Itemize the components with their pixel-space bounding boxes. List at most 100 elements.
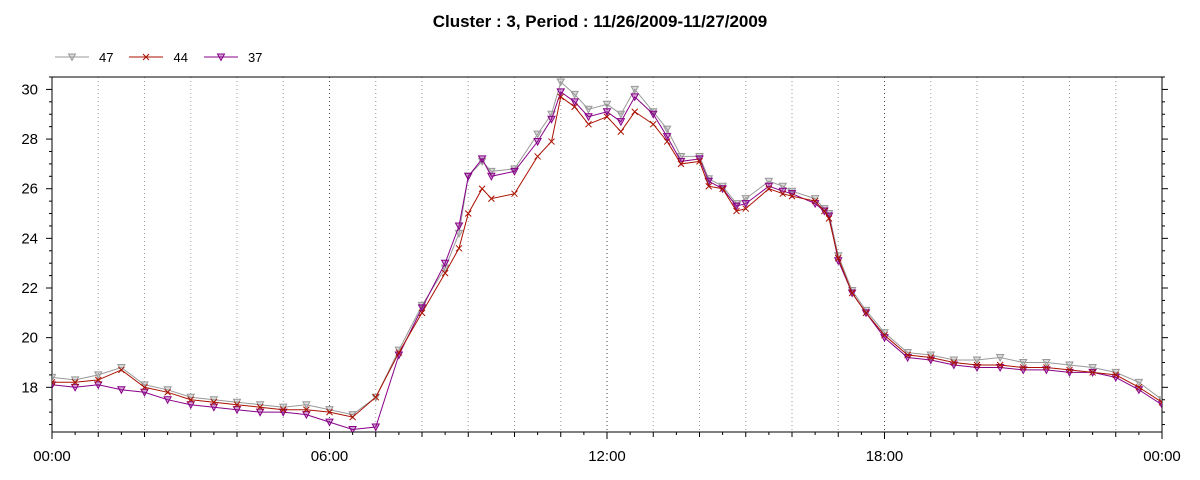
legend-item-37: 37 — [203, 49, 262, 65]
data-point-44 — [779, 190, 787, 198]
y-tick-label: 28 — [21, 131, 38, 148]
data-point-47 — [676, 152, 686, 161]
data-point-47 — [1088, 363, 1097, 373]
data-point-44 — [603, 113, 611, 121]
series-line-37 — [52, 91, 1162, 431]
data-point-37 — [209, 403, 219, 412]
data-point-44 — [118, 366, 125, 374]
data-point-44 — [825, 215, 833, 222]
data-point-44 — [478, 185, 486, 193]
chart-title: Cluster : 3, Period : 11/26/2009-11/27/2… — [432, 12, 768, 31]
data-point-44 — [733, 207, 740, 215]
data-point-44 — [742, 205, 750, 212]
y-tick-label: 22 — [21, 280, 38, 297]
data-point-47 — [787, 187, 797, 196]
data-point-44 — [256, 403, 264, 411]
data-point-47 — [1065, 361, 1074, 370]
data-point-44 — [511, 190, 518, 198]
series-line-47 — [52, 81, 1162, 416]
data-point-37 — [454, 222, 464, 231]
data-point-44 — [617, 128, 625, 135]
data-point-47 — [1134, 378, 1144, 387]
data-point-47 — [1042, 358, 1051, 368]
data-point-37 — [70, 383, 80, 392]
data-point-37 — [140, 388, 149, 397]
data-point-47 — [995, 354, 1005, 363]
x-tick-label: 00:00 — [33, 448, 71, 465]
y-tick-label: 26 — [21, 181, 38, 198]
data-point-37 — [533, 138, 542, 147]
legend-swatch-37 — [203, 53, 238, 62]
data-point-44 — [1066, 366, 1073, 374]
data-point-37 — [325, 418, 334, 427]
data-point-37 — [93, 381, 103, 390]
data-point-37 — [616, 118, 626, 127]
data-point-44 — [788, 192, 796, 200]
x-tick-label: 00:00 — [1143, 448, 1181, 465]
data-point-37 — [732, 202, 741, 211]
data-point-47 — [602, 100, 612, 109]
data-point-37 — [463, 172, 473, 181]
legend-swatch-47 — [55, 53, 89, 62]
data-point-44 — [395, 349, 403, 356]
data-point-44 — [141, 383, 148, 391]
data-point-44 — [719, 185, 726, 193]
x-tick-label: 06:00 — [311, 448, 349, 465]
data-point-37 — [584, 113, 593, 122]
legend-swatch-44 — [129, 53, 164, 61]
y-tick-label: 30 — [21, 81, 38, 98]
data-point-44 — [973, 361, 981, 369]
data-point-44 — [1089, 369, 1096, 376]
data-point-44 — [1158, 398, 1162, 406]
data-point-47 — [487, 167, 496, 176]
data-point-47 — [764, 177, 774, 186]
data-point-37 — [648, 110, 658, 119]
data-point-37 — [302, 411, 311, 420]
data-point-47 — [52, 373, 57, 382]
data-point-44 — [996, 361, 1004, 369]
data-point-47 — [741, 195, 751, 204]
y-tick-label: 20 — [21, 330, 38, 347]
data-point-37 — [186, 401, 196, 410]
data-point-47 — [662, 125, 672, 134]
data-point-44 — [927, 354, 935, 361]
y-tick-label: 18 — [21, 379, 38, 396]
data-point-44 — [631, 108, 639, 116]
data-point-44 — [349, 413, 356, 421]
data-point-44 — [821, 207, 828, 215]
legend-label-44: 44 — [173, 49, 188, 65]
legend-item-47: 47 — [55, 49, 113, 65]
data-point-37 — [117, 386, 126, 395]
data-point-37 — [547, 115, 556, 124]
data-point-47 — [570, 90, 579, 99]
data-point-44 — [187, 396, 195, 404]
plot-frame — [51, 76, 1163, 433]
data-point-44 — [303, 406, 310, 414]
data-point-37 — [163, 396, 172, 405]
data-point-47 — [556, 78, 566, 87]
data-point-44 — [557, 93, 565, 101]
data-point-37 — [417, 304, 427, 313]
data-point-44 — [862, 309, 870, 317]
data-point-37 — [602, 108, 612, 117]
data-point-47 — [93, 371, 103, 380]
data-point-47 — [302, 401, 311, 410]
data-point-44 — [649, 120, 657, 128]
data-point-44 — [881, 331, 888, 339]
y-tick-label: 24 — [21, 230, 38, 247]
data-point-44 — [534, 153, 541, 160]
data-point-44 — [765, 185, 773, 193]
data-point-37 — [440, 259, 450, 268]
data-point-44 — [1043, 364, 1050, 371]
data-point-44 — [663, 138, 671, 145]
data-point-47 — [778, 182, 788, 191]
data-point-47 — [616, 110, 626, 119]
data-point-37 — [487, 172, 496, 181]
data-point-44 — [418, 309, 426, 317]
data-point-37 — [255, 408, 265, 417]
series-44 — [52, 93, 1162, 421]
legend: 47 44 37 — [55, 49, 278, 65]
data-point-44 — [848, 289, 856, 297]
data-point-47 — [695, 152, 704, 161]
